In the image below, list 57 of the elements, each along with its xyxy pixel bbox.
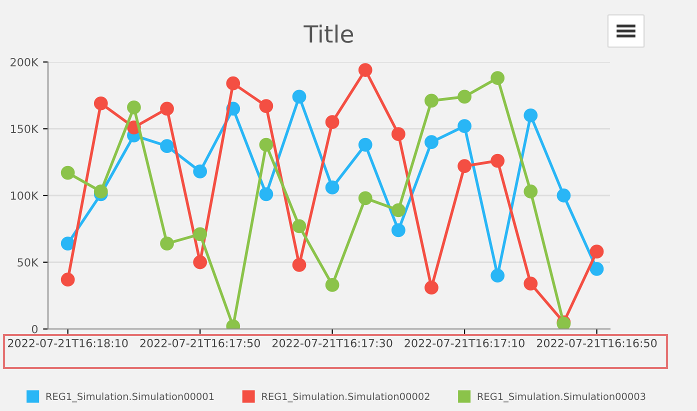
point <box>259 138 274 152</box>
y-tick-label: 0 <box>32 324 38 334</box>
x-tick-label: 2022-07-21T16:17:50 <box>140 338 260 348</box>
point <box>259 99 274 113</box>
x-tick-label: 2022-07-21T16:17:10 <box>404 338 524 348</box>
point <box>60 166 75 180</box>
y-tick-label: 200K <box>10 58 39 66</box>
point <box>524 276 538 291</box>
point <box>193 255 208 270</box>
point <box>424 135 438 150</box>
x-tick-label: 2022-07-21T16:18:10 <box>8 338 128 348</box>
x-tick-label: 2022-07-21T16:17:30 <box>272 338 392 348</box>
point <box>358 138 372 152</box>
point <box>193 227 208 242</box>
point <box>424 94 438 108</box>
point <box>160 102 174 116</box>
point <box>590 262 604 276</box>
point <box>391 223 406 238</box>
x-tick-label: 2022-07-21T16:16:50 <box>536 338 657 348</box>
point <box>358 63 372 77</box>
point <box>60 272 75 287</box>
point <box>458 119 472 134</box>
point <box>94 184 108 198</box>
point <box>524 108 538 122</box>
point <box>325 115 340 130</box>
point <box>556 188 571 202</box>
point <box>160 236 174 251</box>
y-tick-label: 50K <box>18 258 39 267</box>
point <box>458 90 472 104</box>
point <box>226 76 240 90</box>
point <box>391 203 406 218</box>
point <box>325 180 340 194</box>
point <box>424 280 438 295</box>
point <box>391 127 406 142</box>
point <box>490 268 505 283</box>
legend-label: REG1_Simulation.Simulation00001 <box>46 392 214 402</box>
point <box>590 244 604 259</box>
point <box>127 100 141 114</box>
y-tick-label: 100K <box>11 191 39 200</box>
legend-label: REG1_Simulation.Simulation00002 <box>262 392 430 402</box>
point <box>490 154 505 168</box>
y-tick-label: 150K <box>11 124 39 134</box>
point <box>524 184 538 198</box>
point <box>358 191 372 206</box>
legend-label: REG1_Simulation.Simulation00003 <box>478 392 646 402</box>
point <box>458 159 472 174</box>
point <box>292 258 306 272</box>
point <box>259 187 274 202</box>
point <box>490 71 505 85</box>
point <box>292 90 306 104</box>
chart-title: Title <box>304 24 354 43</box>
point <box>325 278 340 292</box>
point <box>292 219 306 234</box>
point <box>193 164 208 178</box>
point <box>160 139 174 154</box>
point <box>94 96 108 110</box>
point <box>60 236 75 251</box>
